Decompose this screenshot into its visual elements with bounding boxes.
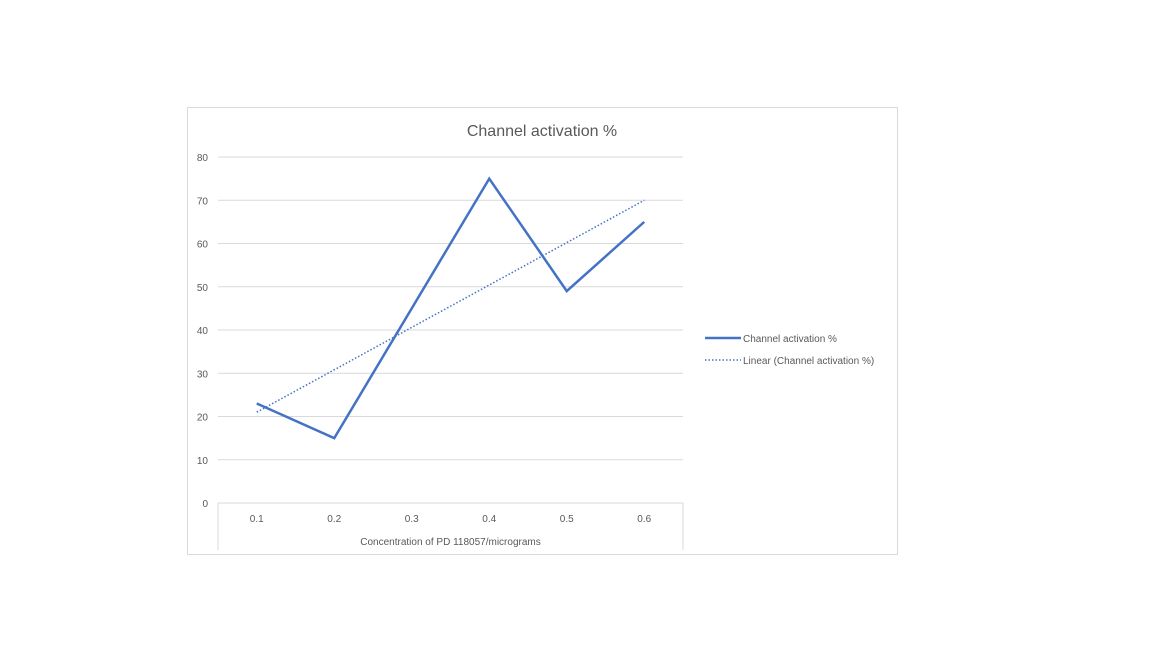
legend: Channel activation % Linear (Channel act… [705, 334, 874, 367]
y-tick-label: 80 [197, 153, 209, 164]
chart-title: Channel activation % [467, 123, 617, 140]
x-tick-label: 0.4 [482, 514, 496, 525]
x-axis-title: Concentration of PD 118057/micrograms [360, 537, 540, 548]
x-tick-label: 0.1 [250, 514, 264, 525]
series-line [256, 176, 646, 440]
legend-label-trendline: Linear (Channel activation %) [743, 356, 874, 367]
y-tick-label: 50 [197, 283, 209, 294]
y-tick-label: 30 [197, 369, 209, 380]
y-tick-label: 20 [197, 413, 209, 424]
y-tick-label: 60 [197, 240, 209, 251]
series-layer [256, 176, 646, 440]
gridlines [217, 156, 684, 550]
x-tick-label: 0.5 [560, 514, 574, 525]
y-tick-label: 40 [197, 326, 209, 337]
y-tick-label: 0 [202, 499, 208, 510]
x-tick-label: 0.6 [637, 514, 651, 525]
legend-label-series: Channel activation % [743, 334, 837, 345]
x-tick-label: 0.3 [405, 514, 419, 525]
trendline [256, 199, 645, 413]
x-tick-label: 0.2 [327, 514, 341, 525]
y-tick-label: 70 [197, 196, 209, 207]
y-axis-ticks: 0 10 20 30 40 50 60 70 80 [197, 153, 209, 510]
chart-frame [187, 107, 898, 555]
x-axis-ticks: 0.1 0.2 0.3 0.4 0.5 0.6 [250, 514, 652, 525]
y-tick-label: 10 [197, 456, 209, 467]
